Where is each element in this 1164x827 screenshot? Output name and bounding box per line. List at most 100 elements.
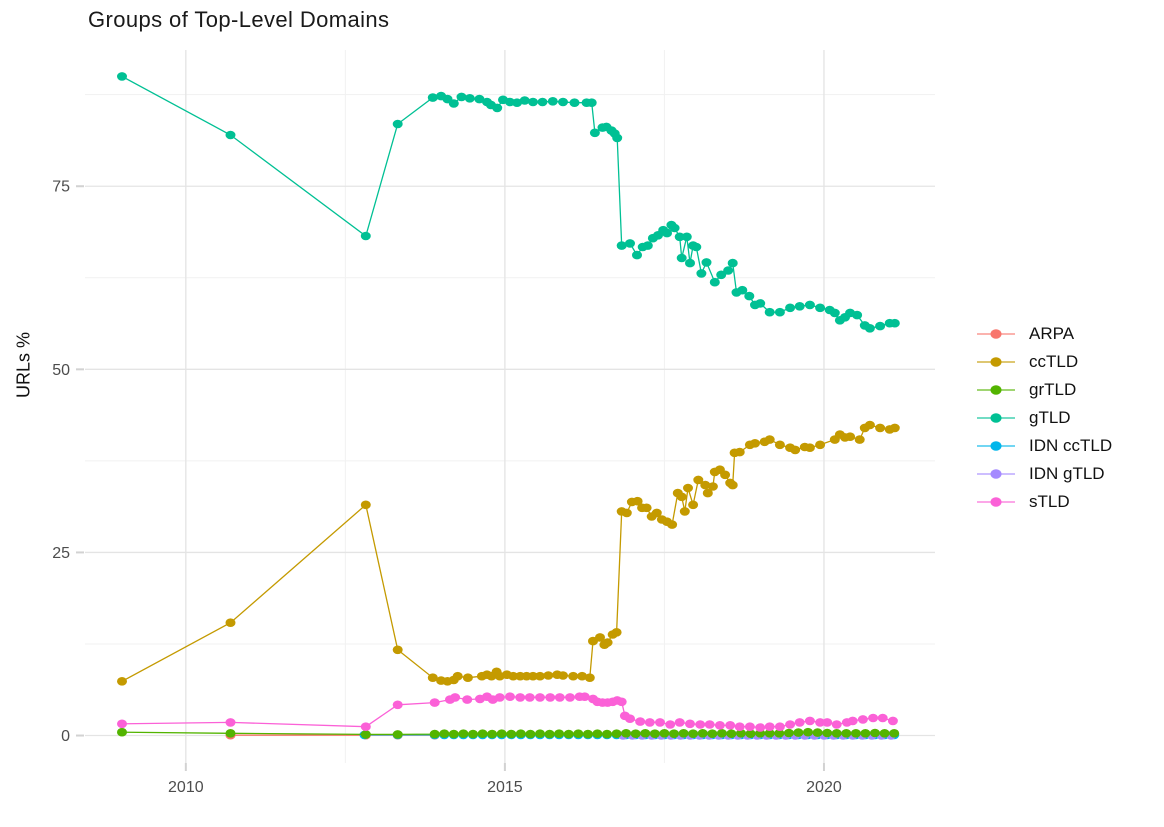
data-point — [674, 718, 685, 727]
data-point — [569, 98, 580, 107]
data-point — [774, 307, 785, 317]
data-point — [678, 729, 689, 738]
data-point — [864, 420, 875, 430]
series-line — [121, 424, 895, 682]
data-point — [519, 96, 530, 105]
data-point — [864, 324, 875, 333]
data-point — [755, 299, 766, 308]
data-point — [774, 440, 785, 450]
data-point — [505, 692, 515, 701]
data-point — [225, 130, 236, 140]
data-point — [709, 277, 720, 287]
data-point — [667, 520, 678, 529]
data-point — [676, 492, 687, 502]
data-point — [854, 435, 865, 444]
data-point — [727, 258, 738, 268]
data-point — [611, 628, 622, 637]
data-point — [725, 721, 736, 730]
data-point — [831, 729, 842, 738]
y-tick-label: 25 — [52, 545, 70, 562]
data-point — [726, 729, 737, 738]
data-point — [117, 727, 127, 737]
data-point — [875, 321, 886, 331]
data-point — [691, 242, 702, 252]
data-point — [764, 729, 775, 738]
data-point — [662, 228, 672, 238]
legend-label: gTLD — [1029, 408, 1071, 427]
data-point — [714, 721, 725, 730]
data-point — [841, 729, 852, 738]
data-point — [755, 723, 766, 732]
data-point — [616, 697, 627, 707]
data-point — [537, 97, 548, 107]
data-point — [822, 718, 833, 727]
data-point — [804, 443, 815, 453]
data-point — [887, 716, 898, 726]
data-point — [641, 503, 652, 513]
data-point — [790, 445, 801, 455]
data-point — [545, 693, 556, 702]
data-point — [764, 722, 775, 731]
data-point — [745, 729, 756, 738]
data-point — [448, 99, 459, 108]
data-point — [487, 729, 498, 739]
series-grtld — [117, 727, 900, 739]
data-point — [642, 241, 653, 250]
data-point — [785, 303, 796, 313]
legend-label: grTLD — [1029, 380, 1077, 399]
data-point — [685, 258, 695, 268]
data-point — [702, 488, 713, 498]
data-point — [850, 729, 861, 738]
data-point — [889, 318, 900, 328]
data-point — [640, 729, 651, 738]
y-tick-label: 0 — [61, 728, 70, 745]
legend-key-icon — [977, 385, 1015, 395]
data-point — [450, 693, 461, 702]
data-point — [744, 291, 755, 301]
data-point — [506, 729, 517, 739]
data-point — [695, 720, 706, 729]
data-point — [360, 231, 371, 241]
data-point — [589, 128, 600, 138]
data-point — [676, 253, 687, 263]
legend-label: IDN gTLD — [1029, 464, 1105, 483]
data-point — [558, 97, 568, 107]
data-point — [225, 718, 236, 727]
data-point — [462, 695, 473, 704]
series-line — [121, 696, 894, 729]
data-point — [750, 439, 760, 448]
data-point — [704, 720, 715, 729]
data-point — [563, 729, 574, 739]
data-point — [737, 285, 748, 295]
data-point — [688, 500, 699, 510]
data-point — [889, 423, 900, 433]
data-point — [831, 720, 842, 729]
data-point — [674, 232, 685, 242]
data-point — [439, 729, 450, 738]
data-point — [452, 671, 463, 681]
data-point — [635, 717, 646, 726]
legend-label: sTLD — [1029, 492, 1070, 511]
data-point — [669, 223, 680, 233]
legend-item-gtld: gTLD — [976, 404, 1112, 432]
data-point — [616, 241, 627, 250]
data-point — [595, 633, 605, 642]
data-point — [727, 480, 738, 490]
data-point — [669, 729, 679, 738]
data-point — [592, 729, 603, 738]
data-point — [448, 729, 459, 739]
data-point — [360, 730, 371, 739]
data-point — [477, 729, 488, 738]
data-point — [117, 719, 127, 729]
series-gtld — [117, 72, 900, 333]
data-point — [579, 692, 590, 701]
data-point — [683, 483, 693, 493]
data-point — [602, 638, 613, 647]
legend-item-stld: sTLD — [976, 488, 1112, 516]
data-point — [870, 728, 880, 738]
y-tick-label: 50 — [52, 362, 70, 379]
data-point — [803, 727, 813, 737]
data-point — [458, 729, 469, 738]
data-point — [734, 722, 745, 731]
